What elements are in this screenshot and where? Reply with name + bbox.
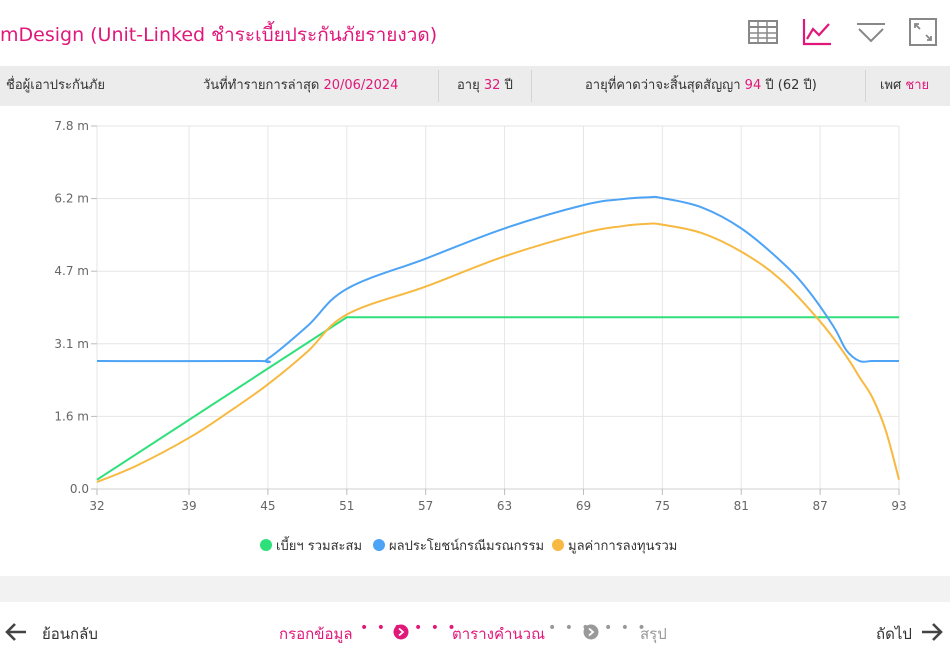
x-tick-label: 81 <box>734 499 749 513</box>
insured-label: ชื่อผู้เอาประกันภัย <box>6 78 105 93</box>
x-tick-label: 75 <box>655 499 670 513</box>
age-unit: ปี <box>504 78 513 93</box>
step-marker-icon <box>583 624 599 640</box>
fullscreen-icon[interactable] <box>906 15 940 49</box>
step-fill-data[interactable]: กรอกข้อมูล <box>279 625 353 643</box>
legend-label: ผลประโยชน์กรณีมรณกรรม <box>389 538 544 554</box>
legend-label: เบี้ยฯ รวมสะสม <box>276 536 362 554</box>
x-tick-label: 87 <box>812 499 827 513</box>
expected-age-info: อายุที่คาดว่าจะสิ้นสุดสัญญา 94 ปี (62 ปี… <box>585 66 817 106</box>
legend-marker-icon <box>260 539 272 551</box>
legend[interactable]: เบี้ยฯ รวมสะสม ผลประโยชน์กรณีมรณกรรม มูลค่… <box>260 536 677 554</box>
next-button[interactable]: ถัดไป <box>876 625 912 643</box>
back-button[interactable]: ย้อนกลับ <box>42 625 98 643</box>
series-line-1 <box>96 316 899 481</box>
legend-item-2[interactable]: ผลประโยชน์กรณีมรณกรรม <box>373 538 544 554</box>
arrow-left-icon[interactable] <box>4 620 28 644</box>
y-tick-label: 1.6 m <box>54 409 89 423</box>
divider <box>865 70 866 102</box>
step-dots: • • • <box>604 620 648 636</box>
y-tick-label: 7.8 m <box>54 119 89 133</box>
footer-nav: ย้อนกลับ กรอกข้อมูล • • • • • • ตารางคำน… <box>0 602 950 659</box>
y-tick-label: 6.2 m <box>54 192 89 206</box>
expected-age-value: 94 <box>744 78 762 93</box>
x-axis-ticks: 32 39 45 51 57 63 69 75 81 87 93 <box>89 489 907 513</box>
date-value: 20/06/2024 <box>323 78 399 93</box>
y-tick-label: 3.1 m <box>54 337 89 351</box>
x-tick-label: 32 <box>89 499 104 513</box>
expected-years: (62 ปี) <box>777 78 817 93</box>
legend-label: มูลค่าการลงทุนรวม <box>568 539 677 554</box>
x-tick-label: 45 <box>260 499 275 513</box>
x-tick-label: 93 <box>891 499 906 513</box>
x-tick-label: 51 <box>339 499 354 513</box>
y-axis-ticks: 0.0 1.6 m 3.1 m 4.7 m 6.2 m 7.8 m <box>54 119 97 496</box>
step-calc-table[interactable]: ตารางคำนวณ <box>452 625 546 643</box>
legend-marker-icon <box>552 539 564 551</box>
legend-item-3[interactable]: มูลค่าการลงทุนรวม <box>552 539 677 554</box>
table-icon[interactable] <box>746 15 780 49</box>
info-bar: ชื่อผู้เอาประกันภัย วันที่ทำรายการล่าสุด… <box>0 66 950 107</box>
x-tick-label: 63 <box>497 499 512 513</box>
age-info: อายุ 32 ปี <box>457 66 513 106</box>
line-chart-icon[interactable] <box>800 15 834 49</box>
x-tick-label: 39 <box>181 499 196 513</box>
grid <box>96 125 900 490</box>
line-chart: 32 39 45 51 57 63 69 75 81 87 93 0.0 1.6 m 3.1 m 4.7 … <box>54 119 907 554</box>
header: mDesign (Unit-Linked ชำระเบี้ยประกันภัยร… <box>0 0 950 66</box>
divider <box>531 70 532 102</box>
age-label: อายุ <box>457 78 480 93</box>
series-lines <box>96 195 900 483</box>
gender-value: ชาย <box>905 78 930 93</box>
gender-info: เพศ ชาย <box>880 66 929 106</box>
step-dots: • • • <box>548 620 592 636</box>
gender-label: เพศ <box>880 78 902 93</box>
step-active-marker-icon <box>393 624 409 640</box>
expected-age-label: อายุที่คาดว่าจะสิ้นสุดสัญญา <box>585 78 741 93</box>
y-tick-label: 4.7 m <box>54 264 89 278</box>
step-dots: • • • <box>360 620 404 636</box>
step-dots: • • • <box>414 620 458 636</box>
last-transaction-date: วันที่ทำรายการล่าสุด 20/06/2024 <box>203 66 398 106</box>
expected-age-unit: ปี <box>765 78 774 93</box>
series-line-3 <box>96 222 900 483</box>
step-summary[interactable]: สรุป <box>640 625 667 643</box>
x-tick-label: 69 <box>576 499 591 513</box>
legend-marker-icon <box>373 539 385 551</box>
arrow-right-icon[interactable] <box>920 620 944 644</box>
y-tick-label: 0.0 <box>70 482 89 496</box>
age-value: 32 <box>483 78 501 93</box>
divider <box>438 70 439 102</box>
x-tick-label: 57 <box>418 499 433 513</box>
legend-item-1[interactable]: เบี้ยฯ รวมสะสม <box>260 536 362 554</box>
series-line-2 <box>96 195 899 364</box>
chart-panel: 32 39 45 51 57 63 69 75 81 87 93 0.0 1.6 m 3.1 m 4.7 … <box>0 106 950 576</box>
filter-icon[interactable] <box>854 15 888 49</box>
page-title: mDesign (Unit-Linked ชำระเบี้ยประกันภัยร… <box>0 24 438 46</box>
date-label: วันที่ทำรายการล่าสุด <box>203 78 320 93</box>
